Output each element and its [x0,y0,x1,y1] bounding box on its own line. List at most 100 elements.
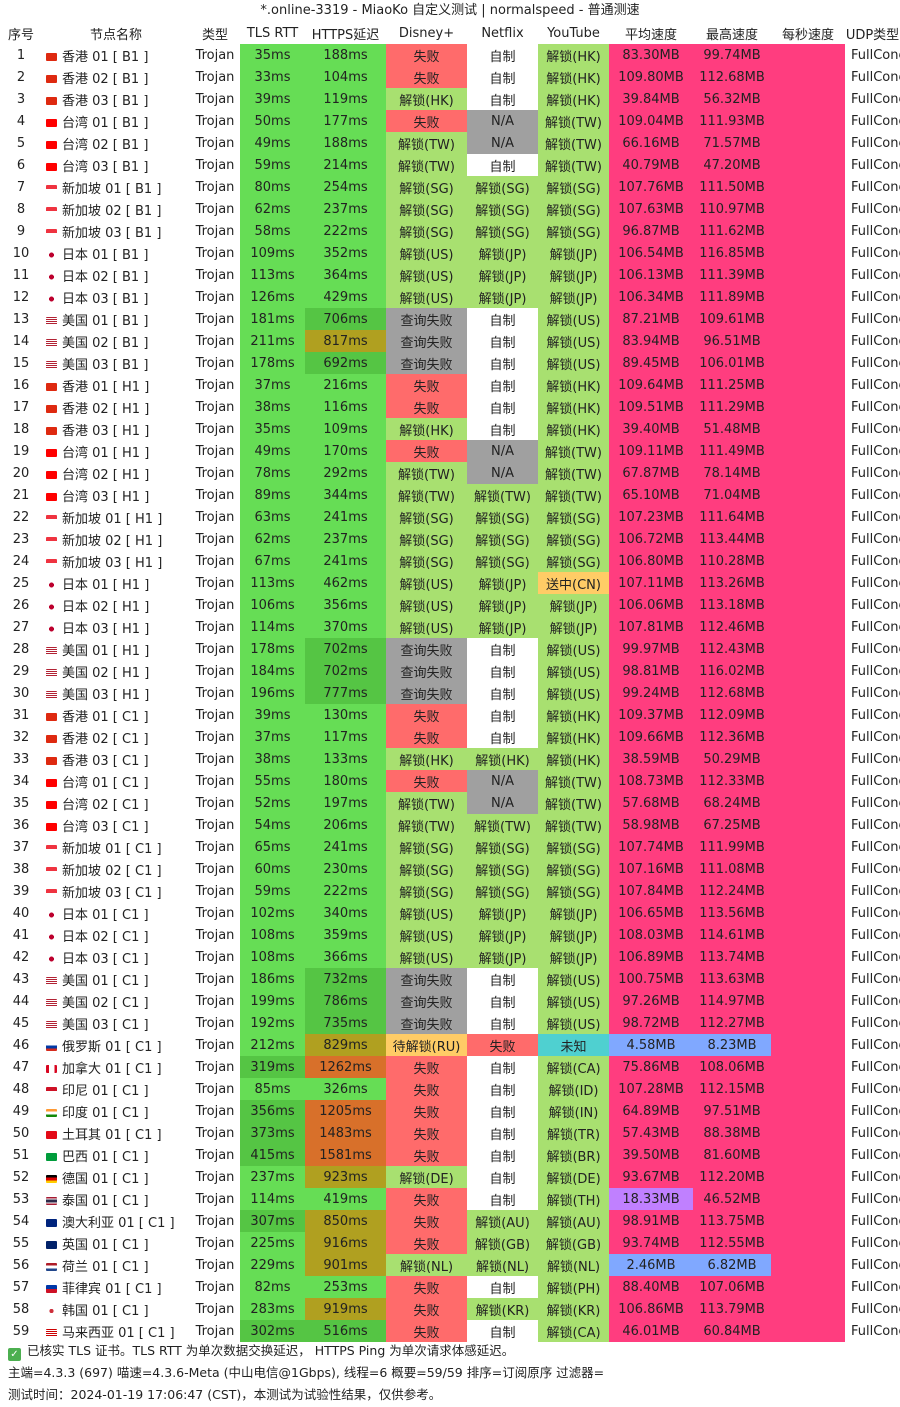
udp-type: FullCone [851,1279,900,1295]
https-latency: 732ms [305,968,386,990]
row-index: 14 [12,333,30,349]
netflix-status: 自制 [467,704,538,726]
row-index: 32 [12,729,30,745]
avg-speed: 2.46MB [609,1254,693,1276]
https-latency: 206ms [305,814,386,836]
checkbox-icon: ✓ [8,1348,21,1361]
row-index: 37 [12,839,30,855]
table-row: 45 美国 03 [ C1 ] Trojan 192ms 735ms 查询失败 自制 解锁(U… [0,1012,900,1034]
node-name-cell: 台湾 01 [ C1 ] [42,770,190,792]
disney-status: 失败 [386,704,467,726]
avg-speed: 107.74MB [609,836,693,858]
disney-status: 失败 [386,374,467,396]
per-second-speed [771,990,845,1012]
col-type-header: 类型 [201,27,228,43]
disney-status: 查询失败 [386,990,467,1012]
youtube-status: 未知 [538,1034,609,1056]
node-name: 泰国 01 [ C1 ] [62,1193,149,1209]
per-second-speed [771,220,845,242]
node-name: 美国 01 [ H1 ] [62,643,150,659]
window-title: *.online-3319 - MiaoKo 自定义测试 | normalspe… [0,0,900,22]
tls-rtt: 35ms [240,44,305,66]
avg-speed: 39.40MB [609,418,693,440]
node-type: Trojan [195,421,235,437]
row-index: 52 [12,1169,30,1185]
node-type: Trojan [195,773,235,789]
per-second-speed [771,1210,845,1232]
flag-icon [46,823,57,831]
col-netflix-header: Netflix [481,25,524,41]
udp-type: FullCone [851,553,900,569]
https-latency: 462ms [305,572,386,594]
max-speed: 6.82MB [693,1254,771,1276]
udp-type: FullCone [851,223,900,239]
flag-icon [46,383,57,391]
table-row: 59 马来西亚 01 [ C1 ] Trojan 302ms 516ms 失败 自制 解锁(C… [0,1320,900,1342]
col-name-header: 节点名称 [89,27,142,43]
table-row: 49 印度 01 [ C1 ] Trojan 356ms 1205ms 失败 自制 解锁(IN… [0,1100,900,1122]
tls-rtt: 54ms [240,814,305,836]
node-name-cell: 美国 03 [ B1 ] [42,352,190,374]
max-speed: 112.20MB [693,1166,771,1188]
udp-type: FullCone [851,333,900,349]
table-row: 26 日本 02 [ H1 ] Trojan 106ms 356ms 解锁(US) 解锁(J… [0,594,900,616]
tls-rtt: 35ms [240,418,305,440]
max-speed: 111.89MB [693,286,771,308]
youtube-status: 解锁(SG) [538,220,609,242]
netflix-status: 自制 [467,1122,538,1144]
node-name-cell: 新加坡 02 [ B1 ] [42,198,190,220]
max-speed: 113.18MB [693,594,771,616]
https-latency: 254ms [305,176,386,198]
tls-rtt: 63ms [240,506,305,528]
table-row: 35 台湾 02 [ C1 ] Trojan 52ms 197ms 解锁(TW) N/A 解锁… [0,792,900,814]
max-speed: 51.48MB [693,418,771,440]
https-latency: 344ms [305,484,386,506]
node-name: 美国 03 [ H1 ] [62,687,150,703]
node-name: 韩国 01 [ C1 ] [62,1303,149,1319]
row-index: 58 [12,1301,30,1317]
udp-type: FullCone [851,355,900,371]
tls-rtt: 78ms [240,462,305,484]
row-index: 27 [12,619,30,635]
netflix-status: 解锁(SG) [467,836,538,858]
youtube-status: 解锁(TW) [538,770,609,792]
avg-speed: 18.33MB [609,1188,693,1210]
tls-rtt: 62ms [240,198,305,220]
flag-icon [46,1131,57,1139]
per-second-speed [771,110,845,132]
udp-type: FullCone [851,861,900,877]
disney-status: 解锁(TW) [386,462,467,484]
max-speed: 112.33MB [693,770,771,792]
node-name: 日本 01 [ B1 ] [62,247,149,263]
node-name: 香港 01 [ B1 ] [62,49,149,65]
avg-speed: 107.28MB [609,1078,693,1100]
table-row: 9 新加坡 03 [ B1 ] Trojan 58ms 222ms 解锁(SG) 解锁(SG… [0,220,900,242]
https-latency: 1262ms [305,1056,386,1078]
per-second-speed [771,836,845,858]
https-latency: 923ms [305,1166,386,1188]
node-name-cell: 印尼 01 [ C1 ] [42,1078,190,1100]
avg-speed: 107.11MB [609,572,693,594]
node-name-cell: 香港 03 [ H1 ] [42,418,190,440]
netflix-status: 自制 [467,682,538,704]
netflix-status: 自制 [467,154,538,176]
youtube-status: 解锁(TW) [538,484,609,506]
tls-rtt: 113ms [240,264,305,286]
table-row: 52 德国 01 [ C1 ] Trojan 237ms 923ms 解锁(DE) 自制 解锁… [0,1166,900,1188]
https-latency: 216ms [305,374,386,396]
disney-status: 解锁(SG) [386,220,467,242]
avg-speed: 109.80MB [609,66,693,88]
node-name-cell: 日本 02 [ C1 ] [42,924,190,946]
netflix-status: 自制 [467,418,538,440]
disney-status: 查询失败 [386,330,467,352]
https-latency: 359ms [305,924,386,946]
tls-rtt: 113ms [240,572,305,594]
https-latency: 901ms [305,1254,386,1276]
table-row: 39 新加坡 03 [ C1 ] Trojan 59ms 222ms 解锁(SG) 解锁(S… [0,880,900,902]
flag-icon [46,999,57,1007]
flag-icon [46,185,57,193]
netflix-status: 自制 [467,1012,538,1034]
node-type: Trojan [195,311,235,327]
row-index: 18 [12,421,30,437]
disney-status: 解锁(US) [386,616,467,638]
